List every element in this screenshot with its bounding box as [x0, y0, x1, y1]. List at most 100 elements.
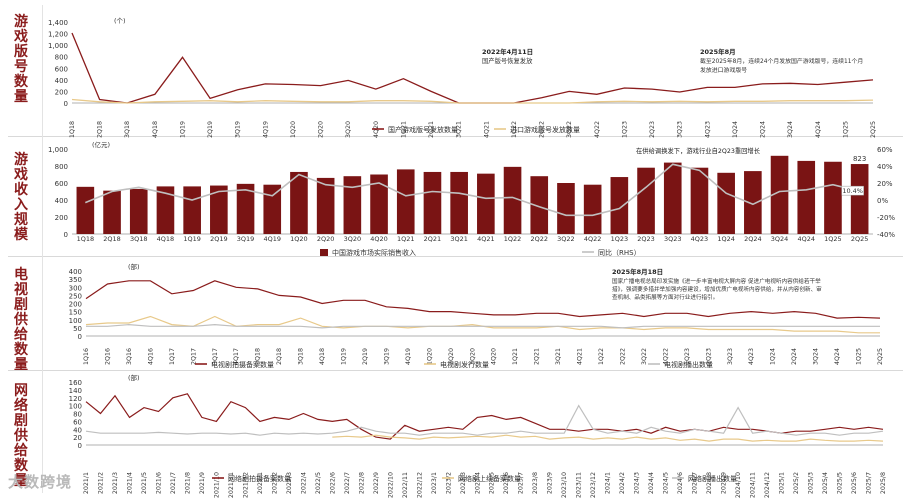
x-tick-label: 2023/1 — [431, 472, 438, 494]
x-tick-label: 2024/1 — [605, 472, 612, 494]
x-tick-label: 1Q20 — [290, 121, 297, 138]
x-tick-label: 2024/12 — [764, 472, 771, 498]
bar — [717, 172, 735, 234]
x-tick-label: 4Q18 — [157, 235, 175, 243]
x-tick-label: 3Q18 — [130, 235, 148, 243]
x-tick-label: 2021/6 — [155, 472, 162, 494]
x-tick-label: 4Q21 — [477, 235, 495, 243]
x-tick-label: 2Q25 — [870, 121, 877, 138]
x-tick-label: 2024/3 — [634, 472, 641, 494]
bar — [183, 186, 201, 234]
x-tick-label: 2024/8 — [706, 472, 713, 494]
x-tick-label: 4Q23 — [691, 235, 709, 243]
x-tick-label: 2023/12 — [590, 472, 597, 498]
x-tick-label: 2022/2 — [271, 472, 278, 494]
bar — [263, 184, 282, 234]
x-tick-label: 3Q18 — [298, 348, 305, 365]
legend-entry: 电视剧拍摄备案数量 — [211, 360, 274, 369]
x-tick-label: 3Q16 — [126, 348, 133, 365]
x-tick-label: 2024/4 — [648, 472, 655, 494]
series-line — [71, 98, 874, 104]
x-tick-label: 2Q24 — [791, 348, 798, 365]
x-tick-label: 1Q25 — [856, 348, 863, 365]
x-tick-label: 2025/5 — [837, 472, 844, 494]
x-tick-label: 1Q24 — [732, 121, 739, 138]
x-tick-label: 4Q22 — [594, 121, 601, 138]
x-tick-label: 1Q22 — [511, 121, 518, 138]
bar — [824, 161, 842, 234]
x-tick-label: 2023/4 — [474, 472, 481, 494]
x-tick-label: 3Q21 — [450, 235, 468, 243]
x-tick-label: 4Q20 — [491, 348, 498, 365]
y-tick-label: 50 — [73, 325, 82, 333]
x-tick-label: 2Q24 — [760, 121, 767, 138]
y-tick-label: 120 — [69, 395, 82, 403]
series-line — [332, 434, 884, 442]
y-tick-label: 800 — [55, 163, 68, 171]
x-tick-label: 4Q24 — [834, 348, 841, 365]
annotation-text: 截至2025年8月，连续24个月发放国产游戏版号，连续11个月 — [700, 57, 863, 65]
bar — [583, 184, 602, 234]
x-tick-label: 3Q23 — [664, 235, 682, 243]
x-tick-label: 2022/9 — [373, 472, 380, 494]
annotation-title: 2025年8月 — [700, 47, 736, 56]
x-tick-label: 1Q23 — [611, 235, 629, 243]
bar — [530, 176, 549, 234]
x-tick-label: 2021/7 — [170, 472, 177, 494]
bar — [236, 183, 255, 234]
x-tick-label: 2021/10 — [213, 472, 220, 498]
x-tick-label: 4Q23 — [704, 121, 711, 138]
x-tick-label: 1Q25 — [842, 121, 849, 138]
y-tick-label: 60 — [73, 418, 82, 426]
data-label-box — [841, 185, 864, 196]
x-tick-label: 2024/2 — [619, 472, 626, 494]
y-tick-label: 200 — [55, 214, 68, 222]
annotation-title: 2022年4月11日 — [482, 47, 533, 56]
bar — [290, 171, 308, 234]
x-tick-label: 2024/7 — [692, 472, 699, 494]
x-tick-label: 2021/4 — [126, 472, 133, 494]
y-tick-label: 1,400 — [48, 19, 68, 27]
y-tick-label: 600 — [55, 65, 68, 73]
y-tick-label: 1,200 — [48, 31, 68, 39]
x-tick-label: 2Q17 — [190, 348, 197, 365]
x-tick-label: 2Q21 — [428, 121, 435, 138]
y-tick-label: 0 — [78, 333, 82, 341]
bar — [637, 167, 655, 234]
x-tick-label: 2022/10 — [387, 472, 394, 498]
row-divider — [8, 370, 903, 371]
bar — [129, 188, 148, 234]
x-tick-label: 2023/3 — [460, 472, 467, 494]
x-tick-label: 2Q19 — [362, 348, 369, 365]
x-tick-label: 2021/1 — [83, 472, 90, 494]
annotation-text: 在供给调换发下，游戏行业自2Q23重回增长 — [636, 146, 761, 155]
y-tick-label: 200 — [55, 88, 68, 96]
row-label-web-drama: 网络剧供给数量 — [14, 383, 28, 489]
x-tick-label: 3Q24 — [787, 121, 794, 138]
x-tick-label: 2021/8 — [184, 472, 191, 494]
x-tick-label: 3Q22 — [566, 121, 573, 138]
x-tick-label: 1Q21 — [397, 235, 415, 243]
x-tick-label: 2Q19 — [210, 235, 228, 243]
x-tick-label: 2025/3 — [808, 472, 815, 494]
x-tick-label: 2Q16 — [104, 348, 111, 365]
x-tick-label: 1Q22 — [504, 235, 522, 243]
x-tick-label: 2Q23 — [649, 121, 656, 138]
bar — [156, 186, 175, 234]
x-tick-label: 2024/11 — [750, 472, 757, 498]
x-tick-label: 2Q20 — [448, 348, 455, 365]
legend-entry: 网络剧上线备案数量 — [458, 474, 521, 483]
x-tick-label: 3Q19 — [383, 348, 390, 365]
x-tick-label: 2022/7 — [344, 472, 351, 494]
x-tick-label: 2021/12 — [242, 472, 249, 498]
x-tick-label: 2Q24 — [744, 235, 762, 243]
x-tick-label: 2023/11 — [576, 472, 583, 498]
y-tick-label: 400 — [55, 77, 68, 85]
x-tick-label: 1Q23 — [684, 348, 691, 365]
data-label: 823 — [853, 155, 866, 163]
bar — [850, 164, 869, 234]
y-tick-label: 300 — [69, 284, 82, 292]
x-tick-label: 1Q18 — [69, 121, 76, 138]
x-tick-label: 1Q18 — [77, 235, 95, 243]
x-tick-label: 2022/5 — [315, 472, 322, 494]
